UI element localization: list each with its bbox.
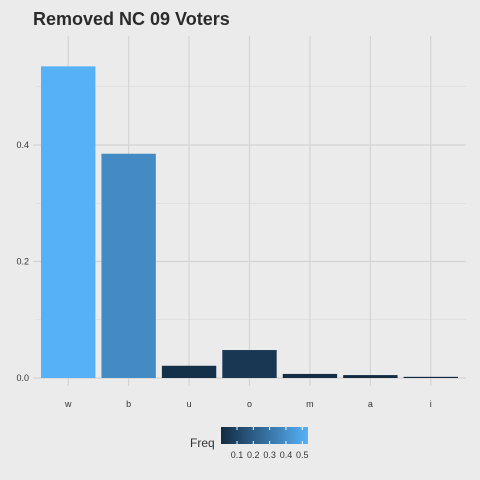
legend-tick-label: 0.1	[231, 450, 244, 460]
x-tick-label-w: w	[64, 399, 72, 409]
legend-title: Freq	[190, 436, 215, 450]
legend-tick-label: 0.4	[280, 450, 293, 460]
bar-o	[222, 350, 277, 378]
bar-b	[101, 153, 156, 378]
y-tick-label: 0.0	[16, 373, 29, 383]
x-tick-label-i: i	[430, 399, 432, 409]
chart-title: Removed NC 09 Voters	[33, 9, 230, 29]
x-tick-label-a: a	[368, 399, 373, 409]
legend-tick-label: 0.5	[296, 450, 309, 460]
x-tick-label-b: b	[126, 399, 131, 409]
bar-w	[41, 66, 96, 379]
y-tick-label: 0.2	[16, 257, 29, 267]
legend-tick-label: 0.3	[263, 450, 276, 460]
bar-a	[343, 375, 398, 378]
x-tick-label-m: m	[306, 399, 314, 409]
x-tick-label-o: o	[247, 399, 252, 409]
bar-u	[161, 365, 217, 378]
bar-m	[282, 373, 338, 378]
legend-tick-label: 0.2	[247, 450, 260, 460]
y-tick-label: 0.4	[16, 140, 29, 150]
x-tick-label-u: u	[187, 399, 192, 409]
bar-i	[403, 376, 458, 378]
legend-colorbar	[221, 427, 308, 444]
